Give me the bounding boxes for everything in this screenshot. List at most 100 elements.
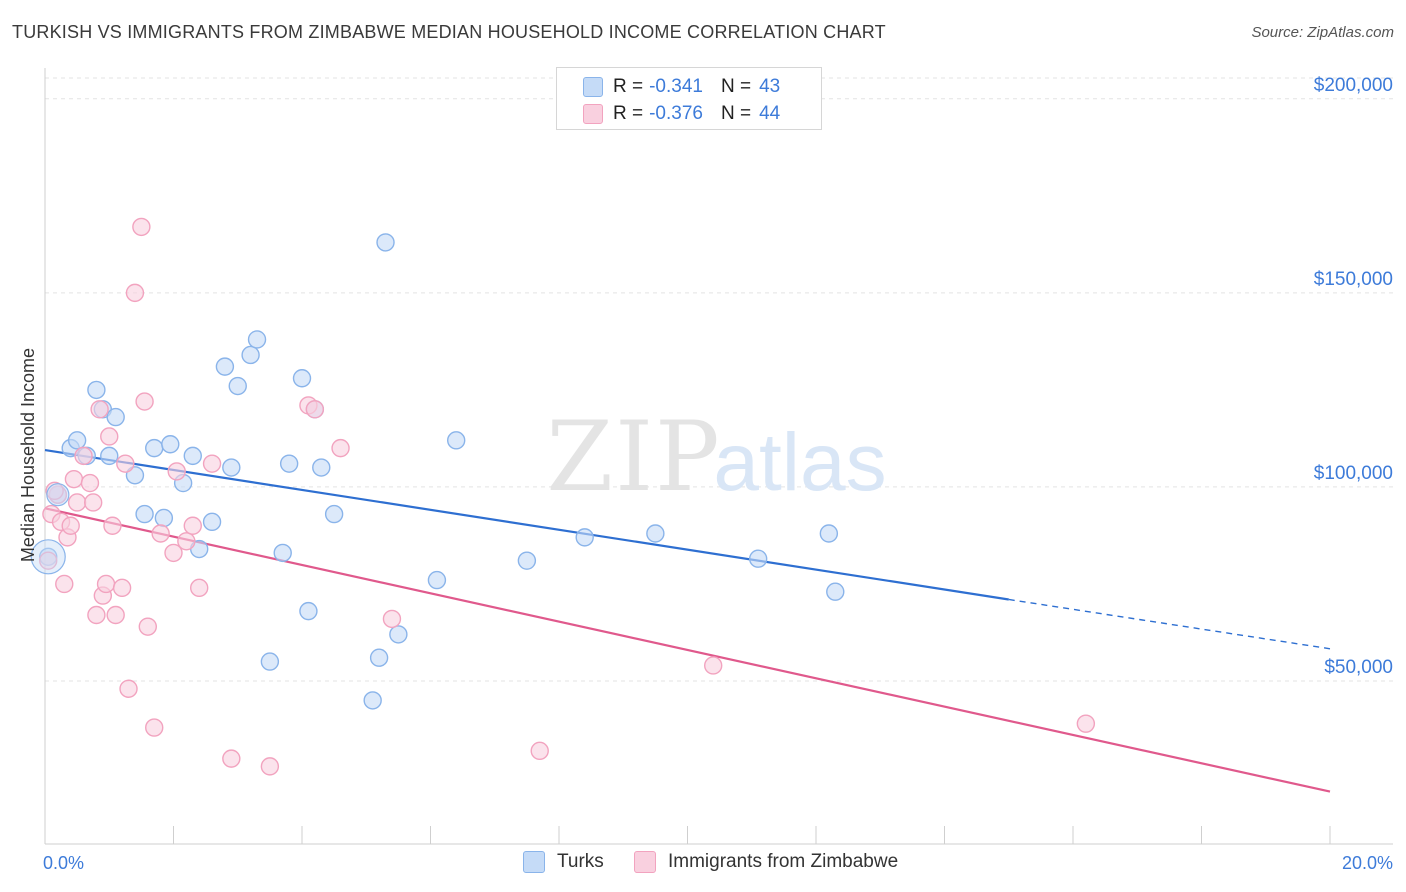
data-point xyxy=(530,741,549,761)
data-point xyxy=(1076,714,1096,733)
data-point xyxy=(164,543,183,563)
trend-line-1 xyxy=(44,507,1331,793)
data-point xyxy=(74,446,93,466)
data-point xyxy=(125,283,145,303)
watermark: ZIP atlas xyxy=(546,401,886,513)
series-legend: Turks Immigrants from Zimbabwe xyxy=(0,851,1406,877)
data-point xyxy=(389,625,408,644)
data-point xyxy=(100,427,119,446)
data-point xyxy=(167,462,186,481)
data-point xyxy=(80,473,100,493)
legend-n-value: 43 xyxy=(759,76,781,97)
data-point xyxy=(575,528,594,547)
data-point xyxy=(183,516,202,535)
legend-row-turks: R = -0.341 N = 43 xyxy=(583,75,780,99)
data-point xyxy=(161,435,180,454)
series-legend-turks: Turks xyxy=(523,851,604,873)
data-point xyxy=(305,400,325,419)
data-point xyxy=(67,431,87,450)
data-point xyxy=(39,551,58,570)
y-tick-label: $50,000 xyxy=(1324,657,1393,678)
data-point xyxy=(138,617,158,636)
data-point xyxy=(363,691,382,710)
legend-r-label: R = xyxy=(613,76,644,97)
legend-swatch-zimbabwe xyxy=(583,104,603,124)
data-point xyxy=(646,524,665,543)
legend-swatch-turks xyxy=(583,77,603,97)
data-point xyxy=(64,469,84,489)
trend-line-0 xyxy=(44,448,1009,601)
data-point xyxy=(135,504,154,524)
data-point xyxy=(112,578,132,598)
data-point xyxy=(279,454,299,473)
legend-n-label: N = xyxy=(720,76,752,97)
data-point xyxy=(55,574,74,594)
x-tick-labels: 0.0% 20.0% xyxy=(43,853,1393,873)
data-point xyxy=(704,656,723,675)
data-point xyxy=(116,454,135,473)
data-point xyxy=(30,539,66,575)
data-point xyxy=(299,601,318,621)
trend-lines xyxy=(44,448,1331,793)
data-point xyxy=(132,217,151,237)
data-point xyxy=(228,376,247,396)
y-tick-label: $200,000 xyxy=(1314,75,1393,96)
data-point xyxy=(273,543,292,563)
y-tick-labels: $50,000 $100,000 $150,000 $200,000 xyxy=(1314,75,1393,678)
legend-row-zimbabwe: R = -0.376 N = 44 xyxy=(583,102,780,126)
y-tick-label: $150,000 xyxy=(1314,269,1393,290)
axes xyxy=(44,68,1393,845)
watermark-atlas: atlas xyxy=(713,417,886,508)
data-point xyxy=(189,578,209,598)
data-point xyxy=(106,407,125,427)
data-point xyxy=(324,504,344,524)
data-point xyxy=(241,345,260,365)
legend-n-value: 44 xyxy=(759,103,781,124)
data-point xyxy=(247,330,267,349)
data-point xyxy=(90,400,109,419)
data-point xyxy=(369,648,389,667)
series-swatch-turks xyxy=(523,851,545,873)
grid-lines xyxy=(45,77,1395,682)
data-point xyxy=(183,446,202,466)
data-point xyxy=(154,508,174,528)
data-point xyxy=(222,749,241,768)
data-point xyxy=(87,380,106,400)
data-point xyxy=(67,493,87,512)
data-point xyxy=(202,512,222,532)
data-point xyxy=(145,438,164,458)
data-point xyxy=(100,446,119,466)
data-point xyxy=(202,454,222,473)
data-point xyxy=(447,431,466,450)
data-point xyxy=(103,516,122,535)
data-point xyxy=(96,574,116,594)
data-point xyxy=(151,524,170,543)
correlation-legend: R = -0.341 N = 43 R = -0.376 N = 44 xyxy=(556,67,822,130)
x-tick-label: 20.0% xyxy=(1342,853,1393,873)
data-point xyxy=(427,570,447,590)
data-point xyxy=(819,524,839,543)
data-point xyxy=(382,609,402,629)
data-point xyxy=(83,493,103,512)
data-point xyxy=(135,392,154,411)
data-point xyxy=(312,458,331,477)
legend-r-value: -0.341 xyxy=(649,76,703,97)
data-point xyxy=(46,483,70,507)
y-tick-label: $100,000 xyxy=(1314,463,1393,484)
data-point xyxy=(61,516,80,535)
legend-r-value: -0.376 xyxy=(649,103,703,124)
series-legend-zimbabwe: Immigrants from Zimbabwe xyxy=(634,851,898,873)
legend-n-label: N = xyxy=(720,103,752,124)
data-point xyxy=(292,369,312,388)
data-point xyxy=(106,605,125,625)
data-point xyxy=(517,551,537,570)
data-point xyxy=(177,532,196,551)
chart-title: TURKISH VS IMMIGRANTS FROM ZIMBABWE MEDI… xyxy=(12,22,886,42)
watermark-zip: ZIP xyxy=(546,401,721,513)
series-label-turks: Turks xyxy=(557,851,604,872)
x-tick-label: 0.0% xyxy=(43,853,84,873)
trend-line-extension-0 xyxy=(1008,598,1331,650)
data-point xyxy=(376,233,395,252)
data-point xyxy=(87,605,106,625)
